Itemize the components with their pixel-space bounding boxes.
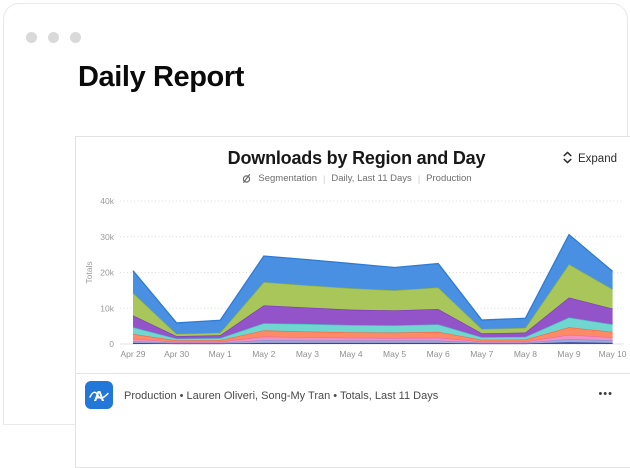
downloads-chart-svg[interactable]: 0 10k 20k 30k 40k Apr 29 Apr 30 May 1 May 2 May 3… [84,193,629,365]
segmentation-icon [241,173,252,184]
window-control-dot-1[interactable] [26,32,37,43]
svg-text:10k: 10k [100,303,114,313]
svg-text:May 8: May 8 [514,349,537,359]
report-window: Daily Report Downloads by Region and Day… [3,3,630,468]
x-axis-labels: Apr 29 Apr 30 May 1 May 2 May 3 May 4 May 5 May… [120,349,626,359]
amplitude-logo-icon: A [85,381,113,411]
svg-text:May 4: May 4 [339,349,362,359]
y-axis-title: Totals [84,261,94,283]
unfold-more-icon [562,151,573,167]
card-footer: A Production • Lauren Oliveri, Song-My T… [76,373,630,411]
svg-text:May 5: May 5 [383,349,406,359]
chart-meta: Segmentation | Daily, Last 11 Days | Pro… [76,173,630,184]
meta-separator-1: | [323,173,326,184]
svg-text:May 9: May 9 [557,349,580,359]
page-title: Daily Report [78,61,245,93]
window-control-dot-3[interactable] [70,32,81,43]
chart-title: Downloads by Region and Day [227,148,486,168]
area-series-blue[interactable] [132,233,614,334]
svg-text:30k: 30k [100,232,114,242]
chart-area: 0 10k 20k 30k 40k Apr 29 Apr 30 May 1 May 2 May 3… [84,193,629,370]
svg-text:May 10: May 10 [599,349,627,359]
meta-separator-2: | [417,173,421,184]
more-menu-button[interactable]: ••• [598,388,613,400]
svg-text:40k: 40k [100,196,114,206]
expand-label: Expand [577,153,617,165]
svg-text:May 3: May 3 [296,349,319,359]
svg-text:May 7: May 7 [470,349,493,359]
meta-environment: Production [426,173,472,184]
window-controls [26,32,81,43]
svg-text:20k: 20k [100,268,114,278]
meta-date-range: Daily, Last 11 Days [331,173,412,184]
svg-text:May 1: May 1 [209,349,232,359]
area-series-navy[interactable] [132,341,613,345]
svg-text:Apr 29: Apr 29 [120,349,145,359]
chart-card: Downloads by Region and Day Segmentation… [75,136,630,468]
svg-text:May 2: May 2 [252,349,275,359]
meta-chart-type: Segmentation [258,173,318,184]
svg-text:Apr 30: Apr 30 [164,349,189,359]
svg-text:May 6: May 6 [427,349,450,359]
footer-summary: Production • Lauren Oliveri, Song-My Tra… [124,390,439,402]
svg-text:0: 0 [109,339,114,349]
window-control-dot-2[interactable] [48,32,59,43]
y-axis-labels: 0 10k 20k 30k 40k [100,196,114,349]
expand-button[interactable]: Expand [562,151,617,167]
